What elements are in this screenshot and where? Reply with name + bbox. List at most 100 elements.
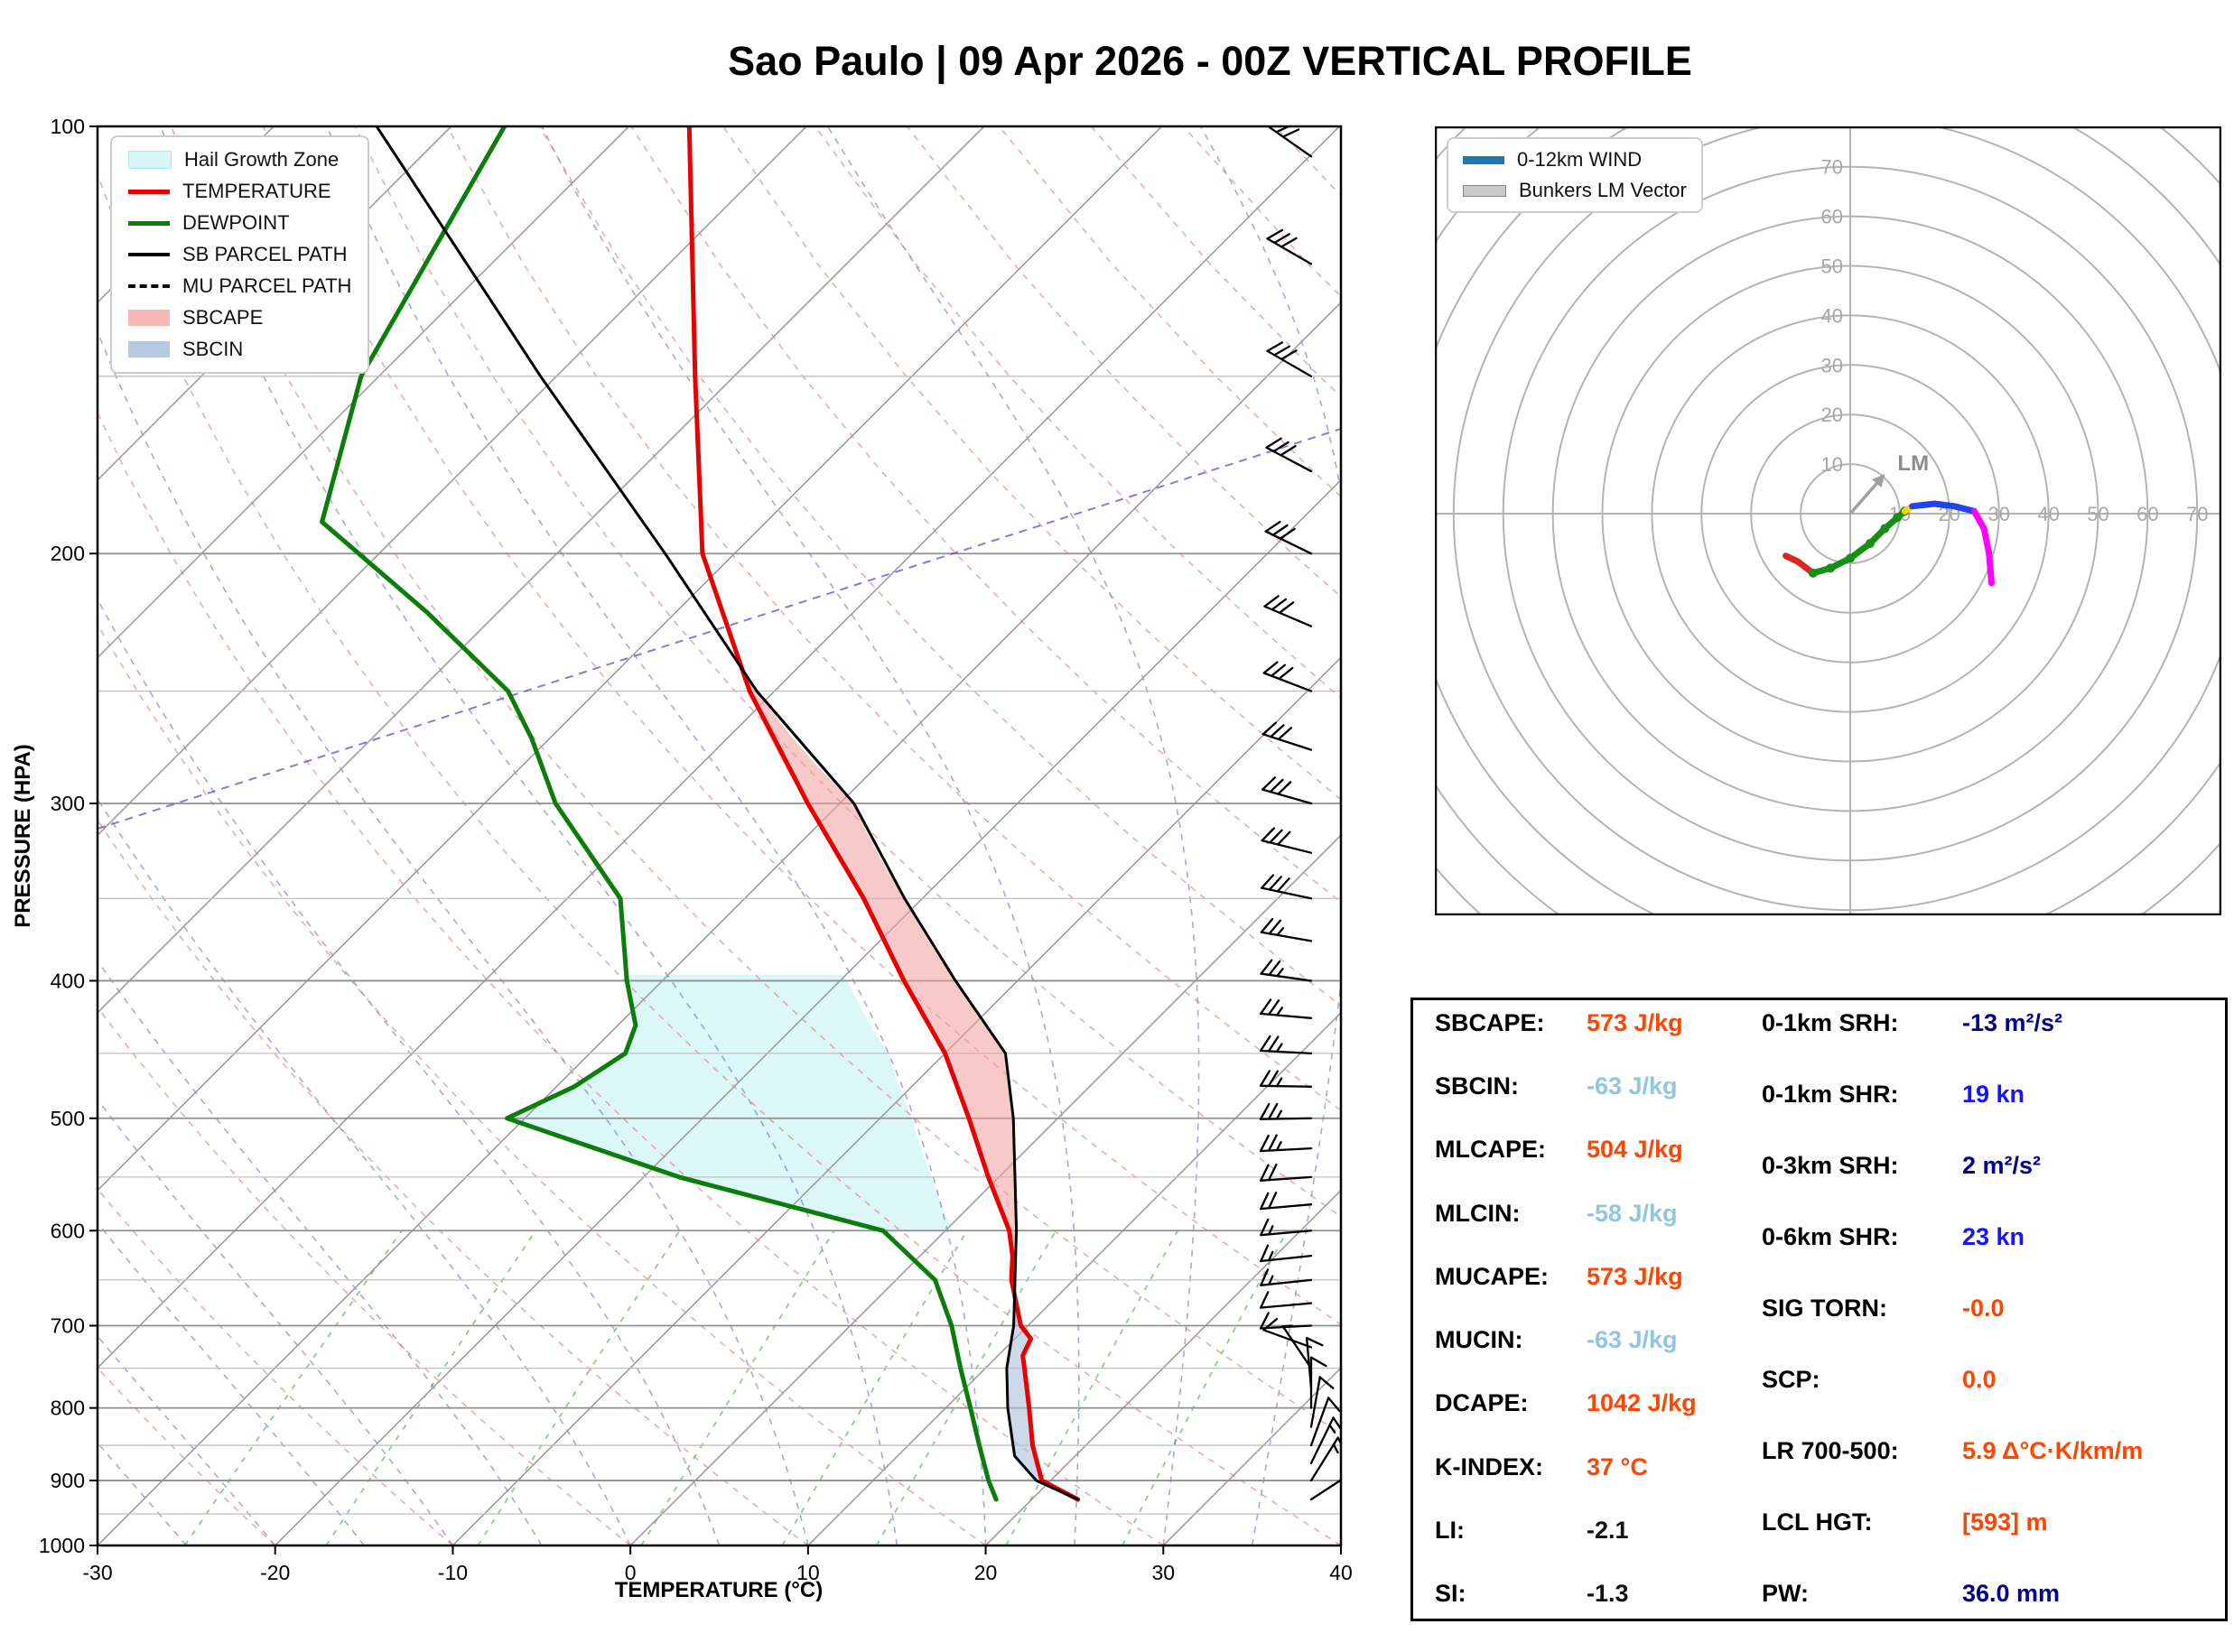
stat-label: SBCAPE: [1435,1009,1545,1036]
stat-label: 0-1km SRH: [1762,1009,1899,1036]
hodograph-chart: 1010202030304040505060607070LM [1435,126,2221,915]
stat-row-si: SI: -1.3 [1435,1580,1756,1608]
stat-value: -0.0 [1962,1295,2005,1322]
legend-item-sbcin: SBCIN [128,338,351,361]
legend-label: 0-12km WIND [1517,148,1643,171]
stat-label: MLCIN: [1435,1199,1521,1227]
stat-value: [593] m [1962,1508,2048,1536]
svg-text:-30: -30 [82,1561,112,1584]
stat-row-li: LI: -2.1 [1435,1517,1756,1545]
stat-value: -13 m²/s² [1962,1009,2063,1036]
svg-text:LM: LM [1897,451,1929,476]
sb-parcel-line-swatch-icon [128,253,170,256]
stat-label: SIG TORN: [1762,1295,1888,1322]
stat-row-0-6km-shr: 0-6km SHR: 23 kn [1762,1223,2225,1251]
stat-value: 23 kn [1962,1223,2025,1250]
stats-column-left: SBCAPE: 573 J/kg SBCIN: -63 J/kg MLCAPE: 50… [1413,1000,1756,1619]
stat-value: 19 kn [1962,1081,2025,1108]
temperature-line-swatch-icon [128,189,170,194]
wind-line-swatch-icon [1463,155,1504,164]
svg-text:200: 200 [51,542,85,565]
stat-label: 0-3km SRH: [1762,1152,1899,1179]
legend-item-temperature: TEMPERATURE [128,180,351,203]
stat-value: -63 J/kg [1587,1326,1678,1354]
svg-text:1000: 1000 [39,1534,85,1557]
svg-text:40: 40 [2037,503,2059,525]
svg-text:50: 50 [1821,255,1843,278]
stat-row-mucin: MUCIN: -63 J/kg [1435,1326,1756,1354]
y-axis-label: PRESSURE (HPA) [11,744,35,928]
stats-panel: SBCAPE: 573 J/kg SBCIN: -63 J/kg MLCAPE: 50… [1410,998,2228,1621]
svg-text:30: 30 [1821,354,1843,376]
stat-row-mucape: MUCAPE: 573 J/kg [1435,1263,1756,1291]
stat-value: 573 J/kg [1587,1009,1683,1036]
stat-label: PW: [1762,1580,1809,1607]
legend-label: Hail Growth Zone [184,148,340,171]
stat-label: K-INDEX: [1435,1452,1543,1480]
legend-item-bunkers-lm: Bunkers LM Vector [1463,179,1687,202]
svg-text:0: 0 [625,1561,637,1584]
sbcin-patch-swatch-icon [128,341,170,357]
svg-text:40: 40 [1329,1561,1353,1584]
svg-text:10: 10 [796,1561,820,1584]
legend-label: TEMPERATURE [182,180,331,202]
stat-value: 37 °C [1587,1452,1648,1480]
svg-text:400: 400 [51,969,85,992]
legend-label: SB PARCEL PATH [182,243,348,265]
hodograph-legend: 0-12km WIND Bunkers LM Vector [1447,137,1703,213]
stat-label: 0-1km SHR: [1762,1081,1899,1108]
stat-row-mlcape: MLCAPE: 504 J/kg [1435,1136,1756,1164]
svg-text:70: 70 [1821,156,1843,179]
stat-label: DCAPE: [1435,1389,1529,1417]
svg-text:40: 40 [1821,304,1843,327]
svg-text:30: 30 [1987,503,2009,525]
stat-row-0-1km-shr: 0-1km SHR: 19 kn [1762,1081,2225,1109]
svg-text:300: 300 [51,792,85,815]
stat-value: 0.0 [1962,1366,1997,1393]
stat-label: SI: [1435,1579,1466,1607]
stat-row-sbcape: SBCAPE: 573 J/kg [1435,1009,1756,1037]
stat-value: -63 J/kg [1587,1072,1678,1100]
legend-item-mu-parcel: MU PARCEL PATH [128,274,351,298]
stat-row-lcl-hgt: LCL HGT: [593] m [1762,1508,2225,1536]
stat-label: MUCIN: [1435,1326,1523,1354]
sbcape-patch-swatch-icon [128,310,170,326]
stat-label: MUCAPE: [1435,1262,1549,1290]
stat-value: 2 m²/s² [1962,1152,2042,1179]
stat-label: 0-6km SHR: [1762,1223,1899,1250]
svg-text:600: 600 [51,1219,85,1242]
legend-label: SBCIN [182,338,244,360]
svg-text:50: 50 [2087,503,2108,525]
mu-parcel-line-swatch-icon [128,284,170,288]
svg-text:60: 60 [2136,503,2158,525]
svg-text:70: 70 [2186,503,2208,525]
stat-label: LR 700-500: [1762,1437,1899,1464]
stat-row-0-1km-srh: 0-1km SRH: -13 m²/s² [1762,1009,2225,1037]
stat-value: -1.3 [1587,1579,1629,1607]
stat-label: LI: [1435,1516,1465,1544]
stat-value: -58 J/kg [1587,1199,1678,1227]
stat-row-pw: PW: 36.0 mm [1762,1580,2225,1608]
stat-row-dcape: DCAPE: 1042 J/kg [1435,1389,1756,1417]
stat-label: MLCAPE: [1435,1136,1546,1164]
legend-item-sbcape: SBCAPE [128,306,351,329]
svg-text:700: 700 [51,1313,85,1337]
stat-value: 573 J/kg [1587,1262,1683,1290]
stat-row-mlcin: MLCIN: -58 J/kg [1435,1200,1756,1228]
skewt-legend: Hail Growth Zone TEMPERATURE DEWPOINT SB… [110,135,370,374]
legend-label: SBCAPE [182,306,264,329]
svg-text:-20: -20 [260,1561,290,1584]
svg-text:800: 800 [51,1397,85,1420]
svg-text:60: 60 [1821,206,1843,228]
hail-growth-zone-swatch-icon [128,151,172,169]
bunkers-lm-swatch-icon [1463,184,1506,197]
stat-value: 5.9 Δ°C·K/km/m [1962,1437,2144,1464]
stat-label: SBCIN: [1435,1072,1519,1100]
stats-column-right: 0-1km SRH: -13 m²/s² 0-1km SHR: 19 kn 0-3k… [1756,1000,2225,1619]
stat-row-sbcin: SBCIN: -63 J/kg [1435,1072,1756,1100]
stat-row-lr-700-500: LR 700-500: 5.9 Δ°C·K/km/m [1762,1437,2225,1465]
legend-label: Bunkers LM Vector [1519,179,1687,201]
dewpoint-line-swatch-icon [128,220,170,226]
legend-item-0-12km-wind: 0-12km WIND [1463,148,1687,172]
